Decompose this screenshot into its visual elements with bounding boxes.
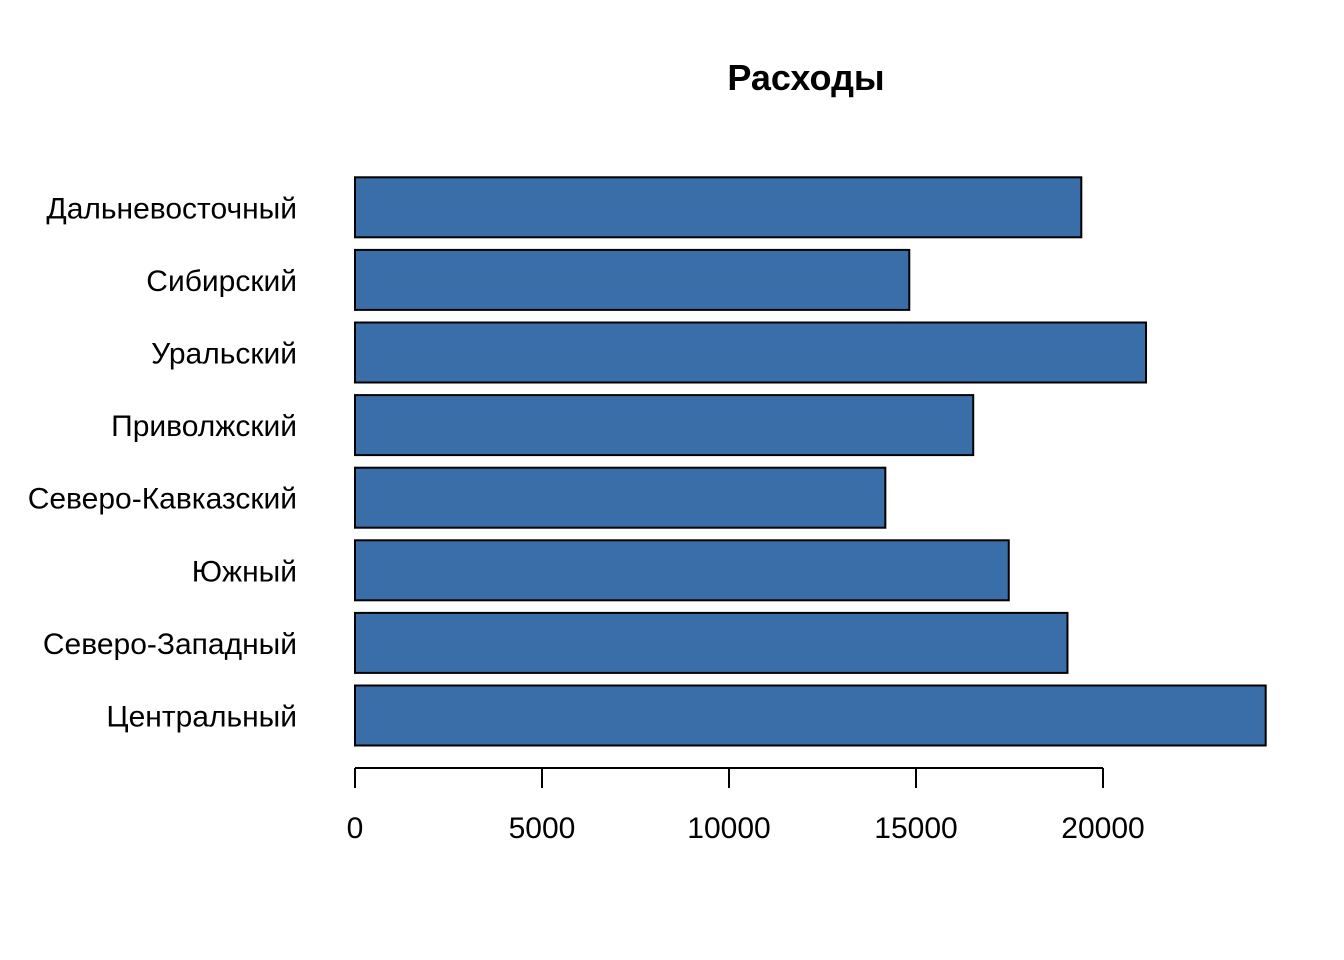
category-label: Центральный (106, 701, 297, 734)
category-label: Дальневосточный (46, 192, 297, 225)
bar (354, 176, 1083, 239)
category-label: Уральский (151, 338, 297, 371)
category-labels: Центральный Северо-Западный Южный Северо-Ка… (28, 192, 297, 733)
x-axis: 0 5000 10000 15000 20000 (347, 767, 1145, 845)
x-tick-label: 15000 (874, 812, 957, 845)
bar (354, 321, 1148, 384)
x-tick-label: 10000 (687, 812, 770, 845)
x-tick-label: 5000 (509, 812, 576, 845)
bars-group (354, 176, 1267, 747)
bar (354, 684, 1267, 747)
bar (354, 394, 975, 457)
category-label: Приволжский (111, 410, 297, 443)
bar (354, 611, 1069, 674)
category-label: Северо-Кавказский (28, 483, 297, 516)
bar (354, 248, 911, 311)
x-tick-label: 20000 (1061, 812, 1144, 845)
x-tick-label: 0 (347, 812, 364, 845)
category-label: Сибирский (146, 265, 297, 298)
category-label: Южный (192, 555, 297, 588)
bar (354, 466, 887, 529)
chart-title: Расходы (727, 57, 884, 98)
bar (354, 539, 1010, 602)
category-label: Северо-Западный (43, 628, 297, 661)
